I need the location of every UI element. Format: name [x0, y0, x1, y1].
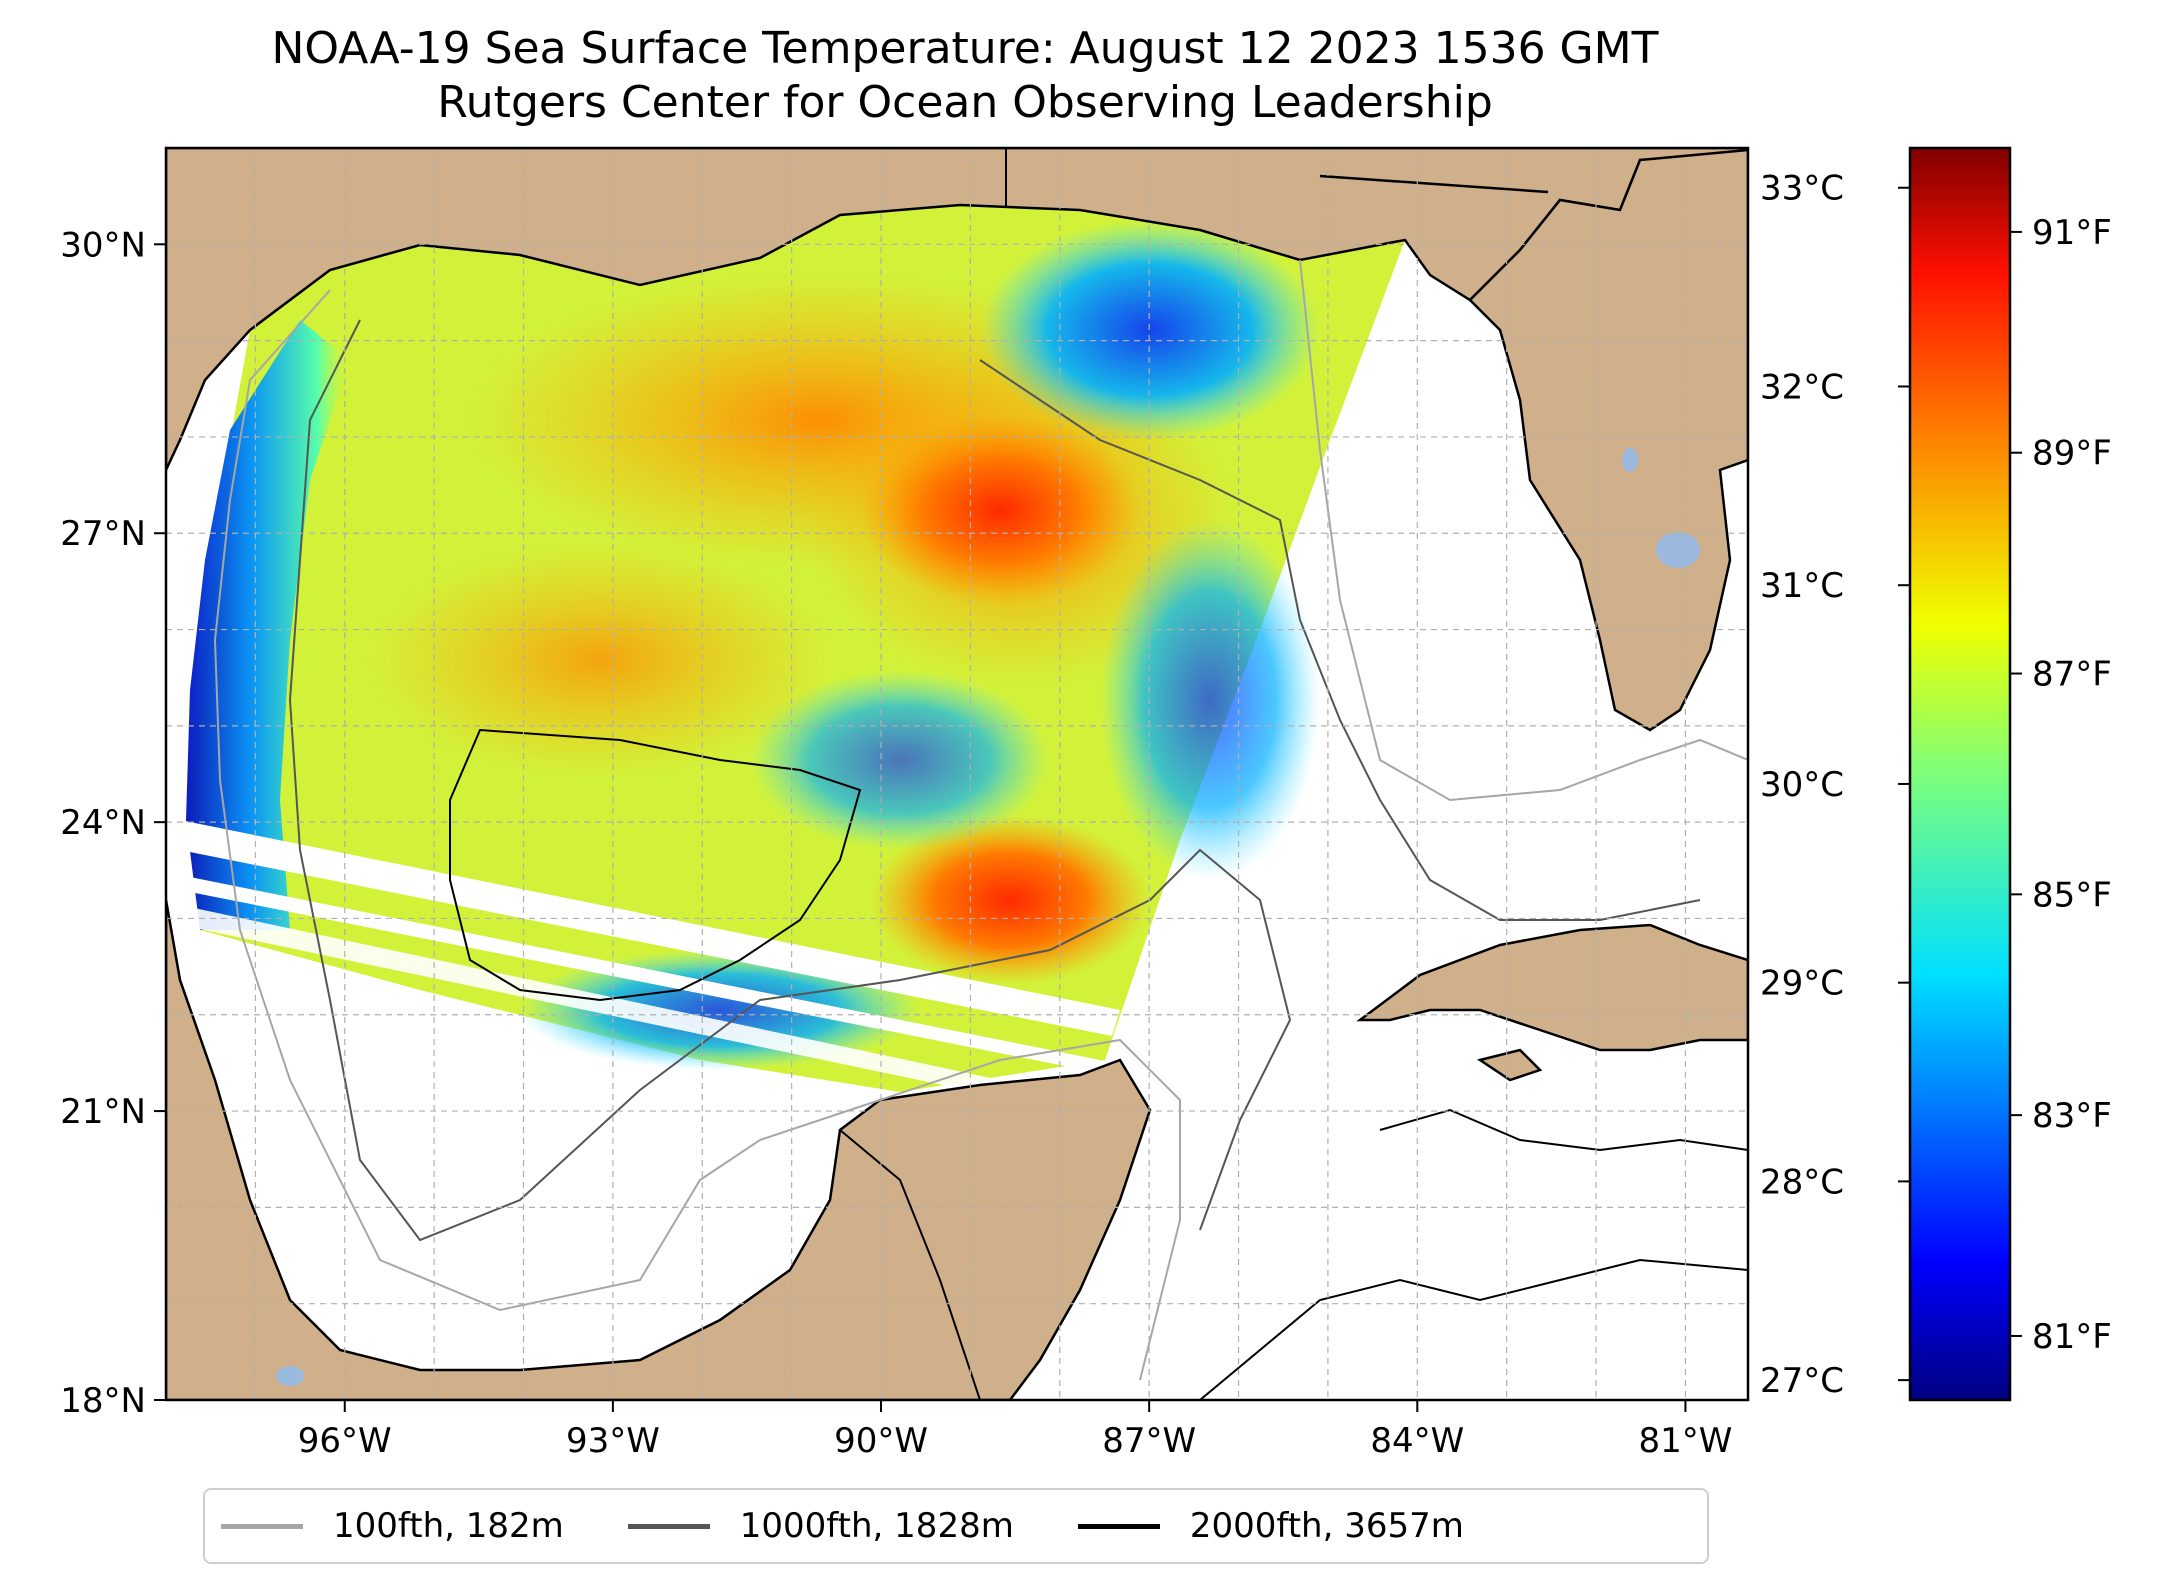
map-frame — [164, 146, 1750, 1402]
colorbar-celsius-ticks: 27°C 28°C 29°C 30°C 31°C 32°C 33°C — [1760, 169, 1910, 1401]
land-florida — [1468, 148, 1748, 732]
map-figure: 18°N 21°N 24°N 27°N 30°N 96°W 93°W 90°W 87°W 84°… — [60, 146, 2112, 1461]
lat-tick-label: 24°N — [60, 803, 146, 843]
swath-cool-east — [1100, 520, 1320, 880]
lakes — [276, 448, 1700, 1386]
isobath-legend: 100fth, 182m 1000fth, 1828m 2000fth, 365… — [203, 1488, 1709, 1564]
swath-gap-3 — [180, 905, 1000, 1095]
legend-label-100fth: 100fth, 182m — [333, 1506, 564, 1546]
fahrenheit-tick-label: 89°F — [2032, 434, 2112, 474]
celsius-tick-label: 27°C — [1760, 1361, 1844, 1401]
legend-item-1000fth: 1000fth, 1828m — [627, 1506, 1014, 1546]
lon-tick-label: 81°W — [1638, 1421, 1732, 1461]
legend-swatch-2000fth — [1077, 1523, 1160, 1529]
lon-tick-label: 93°W — [566, 1421, 660, 1461]
celsius-tick-label: 28°C — [1760, 1162, 1844, 1202]
land — [166, 148, 1748, 1400]
lat-tick-label: 30°N — [60, 225, 146, 265]
celsius-tick-label: 32°C — [1760, 367, 1844, 407]
lat-tick-label: 27°N — [60, 514, 146, 554]
lake-yucatan — [276, 1366, 304, 1386]
swath-hot-south — [870, 815, 1150, 985]
swath-hot-north — [860, 415, 1140, 605]
isobaths — [213, 259, 1748, 1400]
isobath-2000fth — [449, 728, 862, 1002]
lake-north-florida — [1622, 448, 1638, 472]
state-boundary-al-fl — [1319, 174, 1549, 194]
legend-label-1000fth: 1000fth, 1828m — [739, 1506, 1014, 1546]
latitude-axis: 18°N 21°N 24°N 27°N 30°N — [60, 225, 166, 1421]
title-line-1: NOAA-19 Sea Surface Temperature: August … — [271, 23, 1659, 74]
land-cuba — [1356, 923, 1748, 1052]
fahrenheit-tick-label: 87°F — [2032, 655, 2112, 695]
fahrenheit-tick-label: 91°F — [2032, 213, 2112, 253]
sst-swath — [180, 205, 1405, 1095]
colorbar — [1908, 146, 2012, 1402]
longitude-axis: 96°W 93°W 90°W 87°W 84°W 81°W — [298, 1400, 1732, 1461]
fahrenheit-tick-label: 83°F — [2032, 1096, 2112, 1136]
celsius-tick-label: 29°C — [1760, 964, 1844, 1004]
legend-swatch-1000fth — [627, 1523, 710, 1529]
legend-swatch-100fth — [221, 1523, 303, 1529]
title-line-2: Rutgers Center for Ocean Observing Leade… — [437, 77, 1493, 128]
chart-title: NOAA-19 Sea Surface Temperature: August … — [0, 22, 1930, 130]
swath-cool-sw — [520, 950, 920, 1070]
lon-tick-label: 84°W — [1370, 1421, 1464, 1461]
map-area — [166, 148, 1748, 1400]
lon-tick-label: 87°W — [1102, 1421, 1196, 1461]
lake-okeechobee — [1656, 532, 1700, 568]
land-mexico-west — [166, 899, 1152, 1400]
legend-item-100fth: 100fth, 182m — [221, 1506, 564, 1546]
celsius-tick-label: 33°C — [1760, 169, 1844, 209]
swath-cool-mid — [750, 670, 1050, 850]
fahrenheit-tick-label: 81°F — [2032, 1317, 2112, 1357]
celsius-tick-label: 30°C — [1760, 765, 1844, 805]
border-mexico-guatemala — [839, 1129, 981, 1400]
legend-item-2000fth: 2000fth, 3657m — [1077, 1506, 1464, 1546]
lat-tick-label: 21°N — [60, 1092, 146, 1132]
isobath-100fth — [213, 259, 1748, 1381]
legend-label-2000fth: 2000fth, 3657m — [1189, 1506, 1464, 1546]
lon-tick-label: 96°W — [298, 1421, 392, 1461]
fahrenheit-tick-label: 85°F — [2032, 875, 2112, 915]
celsius-tick-label: 31°C — [1760, 566, 1844, 606]
lat-tick-label: 18°N — [60, 1381, 146, 1421]
isobath-2000fth-caribbean — [1199, 1108, 1748, 1400]
colorbar-fahrenheit-ticks: 81°F 83°F 85°F 87°F 89°F 91°F — [2010, 213, 2112, 1357]
swath-gap-2 — [180, 875, 1100, 1072]
isobath-1000fth — [288, 319, 1701, 1242]
swath-warm-mid — [360, 540, 840, 780]
lon-tick-label: 90°W — [834, 1421, 928, 1461]
swath-coastal-cool — [186, 320, 350, 930]
swath-cool-ne — [980, 220, 1320, 440]
